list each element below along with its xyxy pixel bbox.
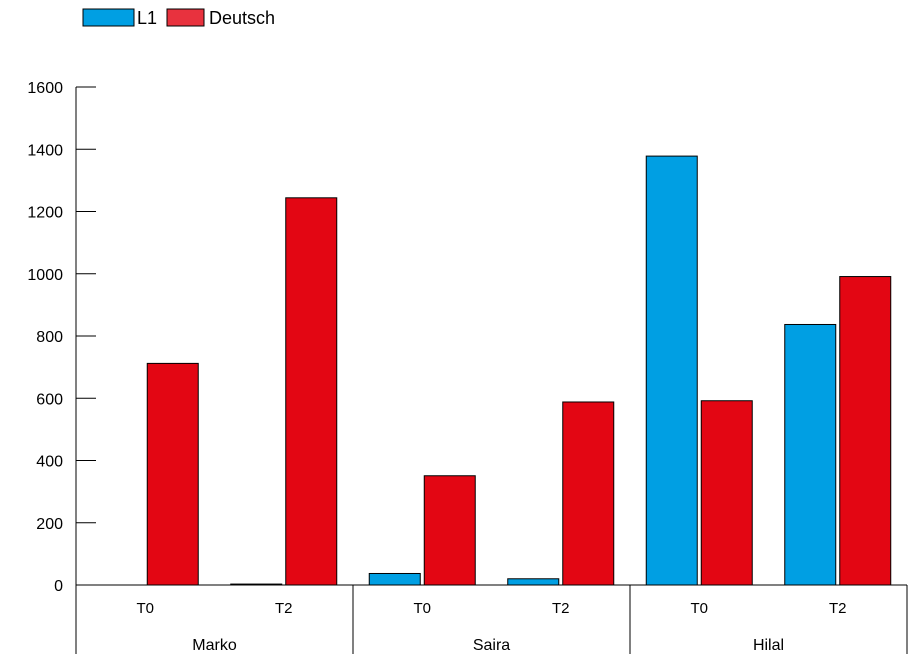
y-tick-label: 600 (36, 391, 63, 408)
y-axis: 0 200 400 600 800 1000 1200 1400 1600 (27, 80, 96, 654)
y-tick-label: 1600 (27, 80, 63, 97)
y-tick-label: 400 (36, 454, 63, 471)
x-group-label: Marko (192, 637, 237, 654)
x-axis: T0 T2 Marko T0 T2 Saira T0 T2 Hilal (76, 584, 908, 654)
legend-item-deutsch: Deutsch (166, 8, 275, 28)
y-tick-label: 1200 (27, 205, 63, 222)
y-tick-label: 1000 (27, 267, 63, 284)
y-tick-label: 0 (54, 578, 63, 595)
bar-l1-3 (507, 578, 560, 586)
x-category-label: T2 (829, 600, 847, 617)
legend-swatch-deutsch (166, 8, 205, 27)
bar-deutsch-5 (839, 276, 892, 586)
legend: L1 Deutsch (82, 8, 275, 28)
x-category-label: T0 (413, 600, 431, 617)
legend-label-l1: L1 (137, 8, 157, 28)
y-tick-label: 1400 (27, 142, 63, 159)
bar-deutsch-1 (285, 197, 338, 586)
bar-l1-4 (645, 155, 698, 586)
legend-label-deutsch: Deutsch (209, 8, 275, 28)
bar-deutsch-3 (562, 401, 615, 586)
bar-l1-5 (784, 323, 837, 586)
y-tick-label: 200 (36, 516, 63, 533)
bar-deutsch-2 (423, 475, 476, 586)
bars (146, 155, 892, 586)
x-category-label: T0 (690, 600, 708, 617)
legend-item-l1: L1 (82, 8, 157, 28)
y-tick-label: 800 (36, 329, 63, 346)
bar-deutsch-4 (700, 400, 753, 586)
x-group-label: Hilal (753, 637, 784, 654)
x-category-label: T0 (136, 600, 154, 617)
bar-deutsch-0 (146, 362, 199, 586)
bar-l1-2 (368, 572, 421, 586)
legend-swatch-l1 (82, 8, 135, 27)
x-category-label: T2 (275, 600, 293, 617)
x-category-label: T2 (552, 600, 570, 617)
x-group-label: Saira (473, 637, 510, 654)
